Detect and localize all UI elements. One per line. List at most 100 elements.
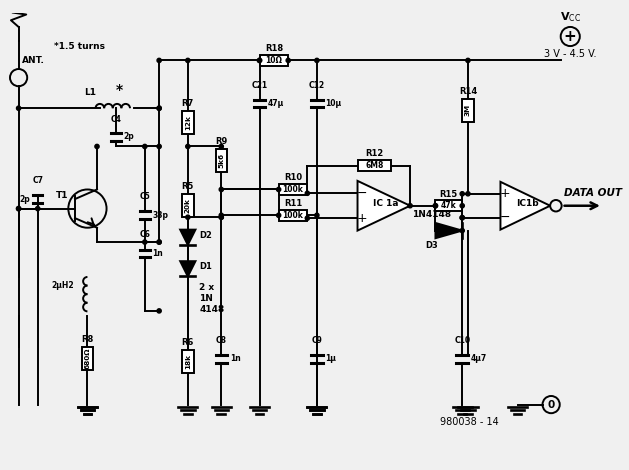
- Bar: [357, 160, 391, 171]
- Text: D3: D3: [425, 241, 438, 250]
- Text: R10: R10: [284, 173, 302, 182]
- Bar: [279, 184, 308, 195]
- Circle shape: [433, 204, 438, 208]
- Text: 1μ: 1μ: [325, 354, 337, 363]
- Text: C4: C4: [111, 115, 121, 124]
- Bar: [216, 149, 227, 172]
- Text: 12k: 12k: [185, 115, 191, 130]
- Text: +: +: [564, 29, 577, 44]
- Circle shape: [143, 240, 147, 244]
- Text: 0: 0: [547, 400, 555, 409]
- Text: R18: R18: [265, 44, 283, 53]
- Circle shape: [186, 215, 190, 219]
- Circle shape: [408, 204, 412, 208]
- Circle shape: [466, 192, 470, 196]
- Text: R9: R9: [215, 137, 228, 147]
- Circle shape: [466, 58, 470, 63]
- Circle shape: [219, 215, 223, 219]
- Circle shape: [277, 188, 281, 192]
- Bar: [462, 99, 474, 122]
- Circle shape: [157, 106, 161, 110]
- Text: 1n: 1n: [230, 354, 241, 363]
- Text: 100k: 100k: [282, 211, 303, 220]
- Polygon shape: [501, 182, 550, 230]
- Text: T1: T1: [57, 191, 69, 200]
- Circle shape: [219, 144, 223, 149]
- Text: 2p: 2p: [19, 195, 30, 204]
- Bar: [435, 201, 462, 211]
- Text: R14: R14: [459, 87, 477, 96]
- Circle shape: [16, 206, 21, 211]
- Text: R12: R12: [365, 149, 384, 158]
- Text: *1.5 turns: *1.5 turns: [54, 41, 105, 51]
- Circle shape: [305, 216, 309, 220]
- Circle shape: [433, 204, 438, 208]
- Text: 2 x
1N
4148: 2 x 1N 4148: [199, 283, 225, 314]
- Text: R15: R15: [440, 189, 458, 198]
- Circle shape: [460, 216, 464, 220]
- Circle shape: [16, 106, 21, 110]
- Circle shape: [257, 58, 262, 63]
- Text: +: +: [500, 187, 511, 200]
- Bar: [182, 194, 194, 217]
- Bar: [82, 347, 93, 370]
- Bar: [279, 210, 308, 220]
- Bar: [182, 350, 194, 373]
- Polygon shape: [180, 230, 196, 245]
- Text: 1N4148: 1N4148: [412, 210, 451, 219]
- Text: R5: R5: [182, 182, 194, 191]
- Circle shape: [219, 213, 223, 218]
- Circle shape: [95, 144, 99, 149]
- Circle shape: [277, 213, 281, 218]
- Circle shape: [460, 228, 464, 233]
- Text: V$_{\mathsf{CC}}$: V$_{\mathsf{CC}}$: [560, 10, 581, 24]
- Text: C21: C21: [252, 81, 267, 90]
- Polygon shape: [357, 181, 410, 231]
- Text: +: +: [357, 212, 367, 225]
- Circle shape: [36, 206, 40, 211]
- Circle shape: [305, 191, 309, 196]
- Text: 10Ω: 10Ω: [265, 56, 282, 65]
- Text: C10: C10: [454, 337, 470, 345]
- Circle shape: [157, 106, 161, 110]
- Bar: [260, 55, 288, 66]
- Circle shape: [186, 144, 190, 149]
- Text: 680Ω: 680Ω: [84, 348, 91, 369]
- Polygon shape: [180, 261, 196, 276]
- Text: 20k: 20k: [185, 198, 191, 213]
- Text: 47μ: 47μ: [268, 99, 284, 108]
- Text: D2: D2: [199, 231, 212, 240]
- Circle shape: [460, 192, 464, 196]
- Text: 3M: 3M: [465, 104, 471, 116]
- Text: D1: D1: [199, 262, 212, 271]
- Text: 4μ7: 4μ7: [471, 354, 487, 363]
- Circle shape: [257, 58, 262, 63]
- Circle shape: [157, 144, 161, 149]
- Circle shape: [314, 58, 319, 63]
- Circle shape: [157, 309, 161, 313]
- Polygon shape: [435, 223, 462, 238]
- Text: C5: C5: [140, 192, 150, 201]
- Bar: [182, 111, 194, 134]
- Text: ANT.: ANT.: [23, 56, 45, 65]
- Text: 10μ: 10μ: [325, 99, 342, 108]
- Text: C7: C7: [32, 176, 43, 185]
- Text: L1: L1: [84, 88, 96, 97]
- Text: 18k: 18k: [185, 354, 191, 369]
- Text: 6M8: 6M8: [365, 161, 384, 170]
- Text: C6: C6: [140, 230, 150, 239]
- Text: 980038 - 14: 980038 - 14: [440, 417, 499, 427]
- Text: 33p: 33p: [152, 211, 169, 220]
- Text: IC 1a: IC 1a: [373, 199, 399, 208]
- Text: DATA OUT: DATA OUT: [564, 188, 621, 198]
- Circle shape: [186, 58, 190, 63]
- Circle shape: [157, 240, 161, 244]
- Circle shape: [143, 144, 147, 149]
- Text: *: *: [116, 83, 123, 97]
- Text: −: −: [500, 211, 511, 224]
- Circle shape: [157, 58, 161, 63]
- Text: 2µH2: 2µH2: [52, 281, 74, 290]
- Text: 100k: 100k: [282, 185, 303, 194]
- Text: C12: C12: [309, 81, 325, 90]
- Circle shape: [16, 206, 21, 211]
